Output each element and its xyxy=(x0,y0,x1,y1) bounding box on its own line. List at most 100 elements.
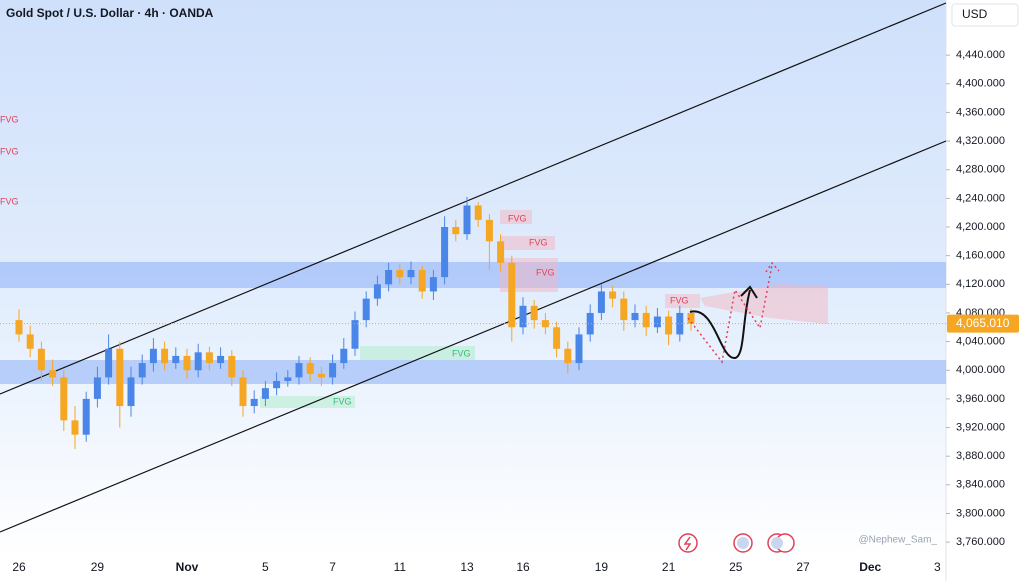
candle-body xyxy=(665,316,673,335)
candle-body xyxy=(49,370,57,378)
candle-body xyxy=(362,298,370,321)
annotation: FVG xyxy=(670,295,689,305)
candle-body xyxy=(530,305,538,321)
candle-body xyxy=(239,377,247,407)
y-tick-label: 3,800.000 xyxy=(956,507,1005,519)
support-zone xyxy=(0,360,946,384)
alt-projection xyxy=(687,264,773,364)
candle-body xyxy=(553,327,561,349)
candle-body xyxy=(261,388,269,399)
x-tick-label: 25 xyxy=(729,560,743,574)
last-price-label: 4,065.010 xyxy=(956,316,1010,330)
candle-body xyxy=(497,241,505,263)
currency-box[interactable] xyxy=(951,3,1019,27)
candle-body xyxy=(508,262,516,328)
candle-body xyxy=(194,352,202,371)
candle-body xyxy=(519,305,527,328)
candle-body xyxy=(586,312,594,335)
candle-body xyxy=(687,312,695,324)
candle-body xyxy=(564,348,572,364)
fvg-box xyxy=(500,210,532,224)
event-icon-glyph xyxy=(683,536,692,551)
y-tick-label: 4,000.000 xyxy=(956,364,1005,376)
y-tick-label: 4,160.000 xyxy=(956,250,1005,262)
y-tick-label: 3,880.000 xyxy=(956,450,1005,462)
candle-body xyxy=(284,377,292,381)
fvg-box xyxy=(360,346,475,360)
x-tick-label: 7 xyxy=(329,560,336,574)
last-price-box xyxy=(947,314,1019,333)
candle-body xyxy=(217,355,225,364)
candle-body xyxy=(385,269,393,285)
annotation: FVG xyxy=(0,196,19,206)
price-axis xyxy=(946,0,1024,581)
fvg-box xyxy=(665,294,700,308)
x-tick-label: 29 xyxy=(91,560,105,574)
annotation: FVG xyxy=(333,396,352,406)
candle-body xyxy=(418,269,426,292)
cloud xyxy=(700,284,828,324)
candle-body xyxy=(463,205,471,235)
x-tick-label: 27 xyxy=(796,560,810,574)
annotation: FVG xyxy=(0,146,19,156)
y-tick-label: 4,240.000 xyxy=(956,192,1005,204)
candle-body xyxy=(452,227,460,235)
currency-label: USD xyxy=(962,7,988,21)
projection-arrow xyxy=(740,285,758,299)
candle-body xyxy=(575,334,583,364)
candle-body xyxy=(116,348,124,407)
candle-body xyxy=(273,380,281,389)
candle-body xyxy=(653,316,661,328)
candle-body xyxy=(407,269,415,278)
event-flag xyxy=(737,537,749,549)
candle-body xyxy=(295,363,303,378)
event-flag xyxy=(771,537,783,549)
candle-body xyxy=(351,320,359,349)
event-icon[interactable] xyxy=(678,533,698,553)
candle-body xyxy=(597,291,605,313)
x-tick-label: 26 xyxy=(12,560,26,574)
candle-body xyxy=(396,269,404,278)
x-tick-label: 3 xyxy=(934,560,941,574)
candle-body xyxy=(306,363,314,374)
candle-body xyxy=(127,377,135,407)
y-tick-label: 4,280.000 xyxy=(956,164,1005,176)
y-tick-label: 3,920.000 xyxy=(956,421,1005,433)
candle-body xyxy=(183,355,191,371)
candle-body xyxy=(15,320,23,335)
candle-body xyxy=(485,219,493,242)
candle-body xyxy=(441,227,449,278)
annotation: FVG xyxy=(508,213,527,223)
y-tick-label: 4,320.000 xyxy=(956,135,1005,147)
candle-body xyxy=(205,352,213,364)
channel-upper xyxy=(0,2,947,395)
candle-body xyxy=(676,312,684,335)
alt-arrow xyxy=(765,261,780,273)
annotation: FVG xyxy=(0,114,19,124)
x-tick-label: Nov xyxy=(176,560,199,574)
candle-body xyxy=(228,355,236,378)
candle-body xyxy=(161,348,169,364)
candle-body xyxy=(60,377,68,421)
candle-body xyxy=(642,312,650,328)
candle-body xyxy=(317,373,325,378)
y-tick-label: 4,200.000 xyxy=(956,221,1005,233)
resistance-zone xyxy=(0,262,946,288)
x-tick-label: 19 xyxy=(595,560,609,574)
y-tick-label: 3,960.000 xyxy=(956,393,1005,405)
x-tick-label: 5 xyxy=(262,560,269,574)
candle-body xyxy=(26,334,34,349)
x-tick-label: Dec xyxy=(859,560,881,574)
x-tick-label: 16 xyxy=(516,560,530,574)
y-tick-label: 4,120.000 xyxy=(956,278,1005,290)
annotation: FVG xyxy=(452,348,471,358)
candle-body xyxy=(71,420,79,435)
candle-body xyxy=(93,377,101,399)
candle-body xyxy=(82,398,90,435)
channel-lower xyxy=(0,140,947,533)
fvg-box xyxy=(500,236,555,250)
watermark: @Nephew_Sam_ xyxy=(858,535,937,546)
candle-body xyxy=(474,205,482,220)
